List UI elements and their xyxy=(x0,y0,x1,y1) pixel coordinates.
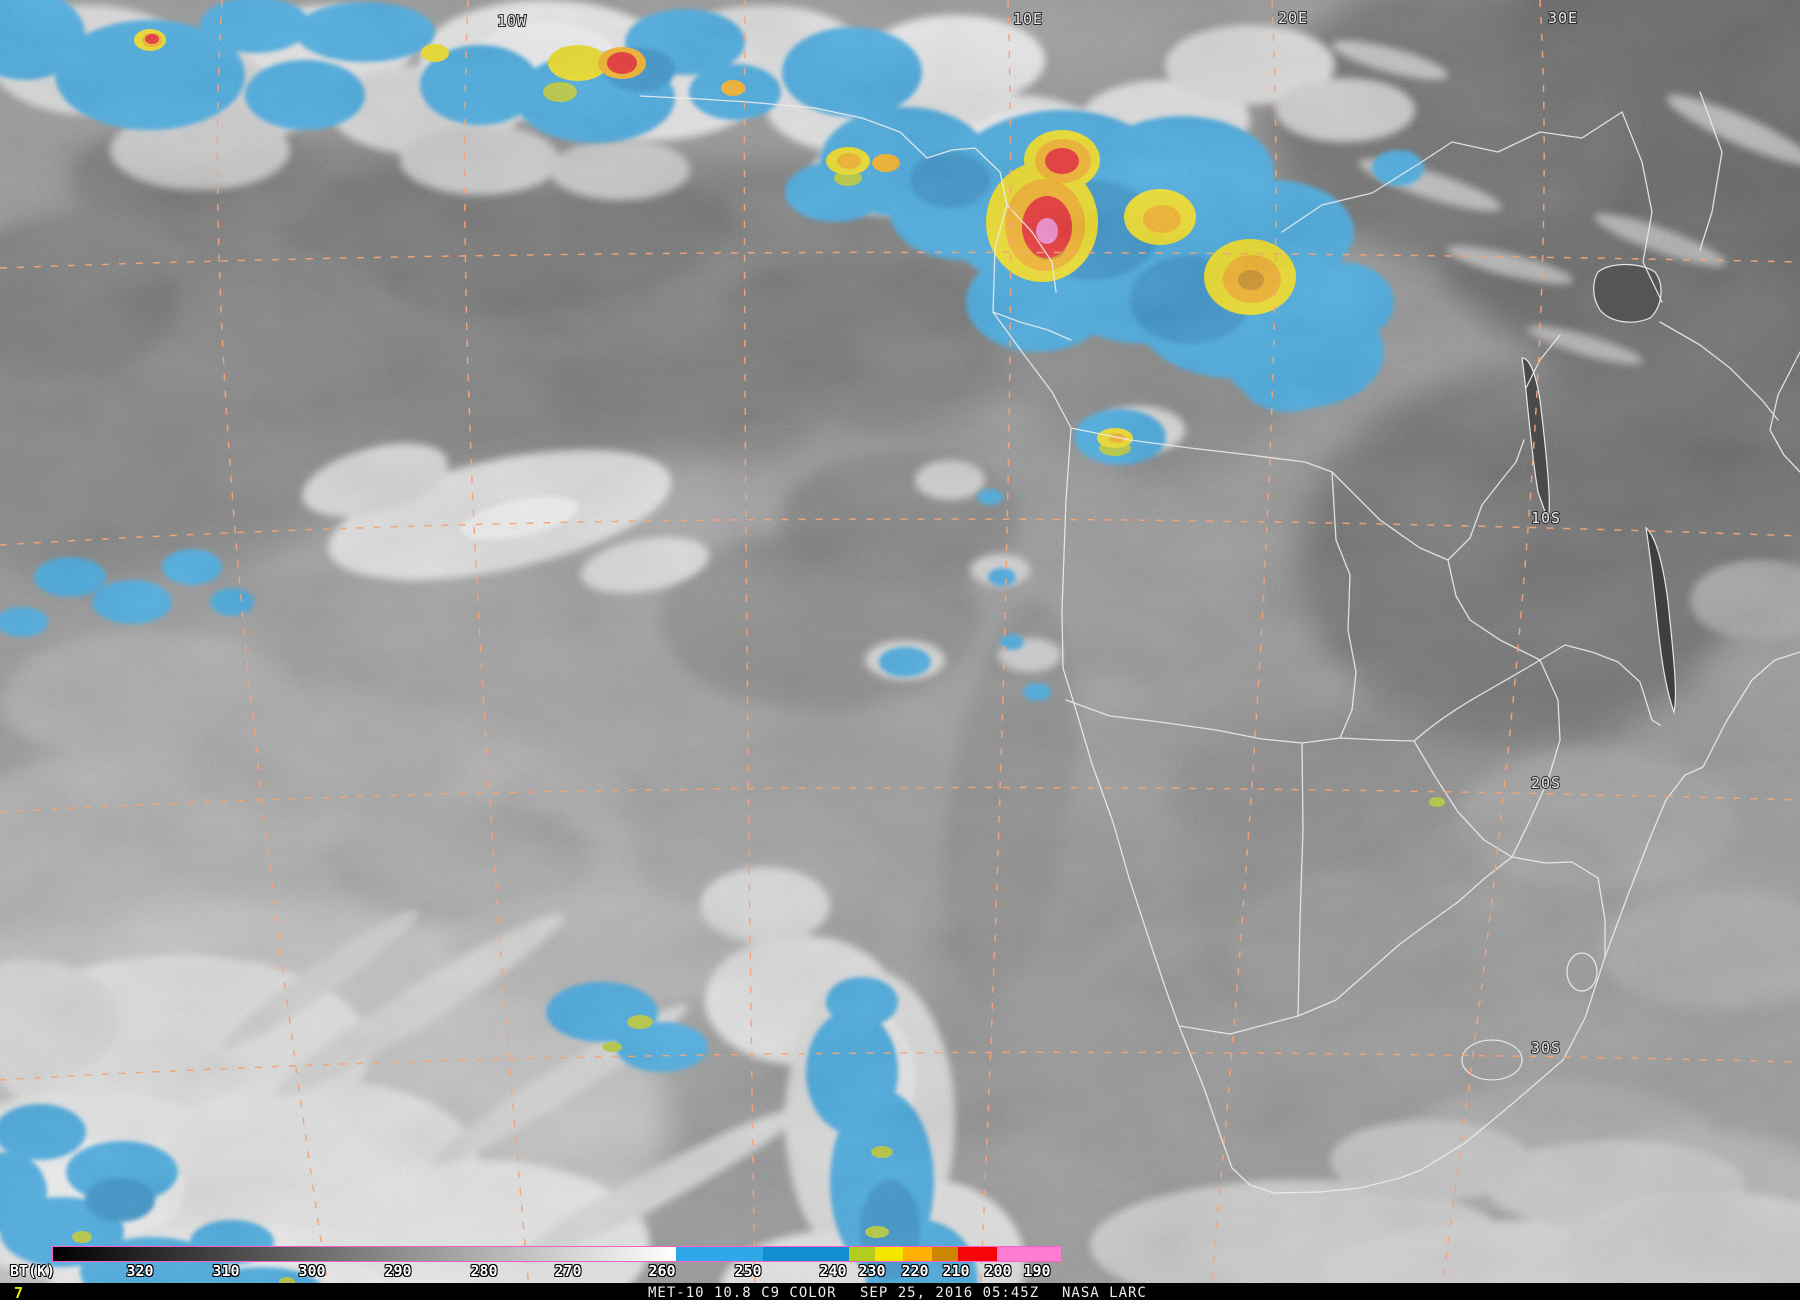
colorbar-segment-pink xyxy=(997,1247,1061,1261)
parallel-label-20s: 20S xyxy=(1531,774,1561,792)
tick-260: 260 xyxy=(648,1262,676,1280)
tick-290: 290 xyxy=(384,1262,412,1280)
parallel-label-10s: 10S xyxy=(1531,509,1561,527)
meridian-label-20e: 20E xyxy=(1278,9,1308,27)
tick-200: 200 xyxy=(984,1262,1012,1280)
annotation-strip: MET-10 10.8 C9 COLOR SEP 25, 2016 05:45Z… xyxy=(0,1283,1800,1300)
colorbar-segment-gray xyxy=(53,1247,676,1261)
colorbar-segment-darkorange xyxy=(932,1247,958,1261)
colorbar xyxy=(52,1246,1062,1262)
colorbar-segment-lightblue xyxy=(676,1247,763,1261)
tick-240: 240 xyxy=(819,1262,847,1280)
credit-label: NASA LARC xyxy=(1062,1285,1147,1300)
meridian-label-30e: 30E xyxy=(1548,9,1578,27)
colorbar-segment-yellow xyxy=(875,1247,903,1261)
frame-indicator: 7 xyxy=(14,1284,24,1300)
tick-270: 270 xyxy=(554,1262,582,1280)
meridian-label-10w: 10W xyxy=(497,12,527,30)
meridian-label-10e: 10E xyxy=(1013,10,1043,28)
colorbar-segment-orange xyxy=(903,1247,932,1261)
colorbar-segment-yellowgreen xyxy=(849,1247,875,1261)
parallel-label-30s: 30S xyxy=(1531,1039,1561,1057)
tick-250: 250 xyxy=(734,1262,762,1280)
tick-300: 300 xyxy=(298,1262,326,1280)
tick-190: 190 xyxy=(1023,1262,1051,1280)
country-borders xyxy=(639,91,1800,1194)
lakes xyxy=(1521,263,1677,715)
colorbar-segment-red xyxy=(958,1247,997,1261)
product-label: MET-10 10.8 C9 COLOR xyxy=(648,1285,837,1300)
tick-320: 320 xyxy=(126,1262,154,1280)
grid-labels: 10W 10E 20E 30E 10S 20S 30S xyxy=(496,8,1578,1058)
tick-280: 280 xyxy=(470,1262,498,1280)
tick-210: 210 xyxy=(942,1262,970,1280)
tick-220: 220 xyxy=(901,1262,929,1280)
tick-230: 230 xyxy=(858,1262,886,1280)
timestamp-label: SEP 25, 2016 05:45Z xyxy=(860,1285,1040,1300)
colorbar-segment-blue xyxy=(763,1247,849,1261)
tick-310: 310 xyxy=(212,1262,240,1280)
colorbar-title: BT(K) xyxy=(10,1262,56,1280)
